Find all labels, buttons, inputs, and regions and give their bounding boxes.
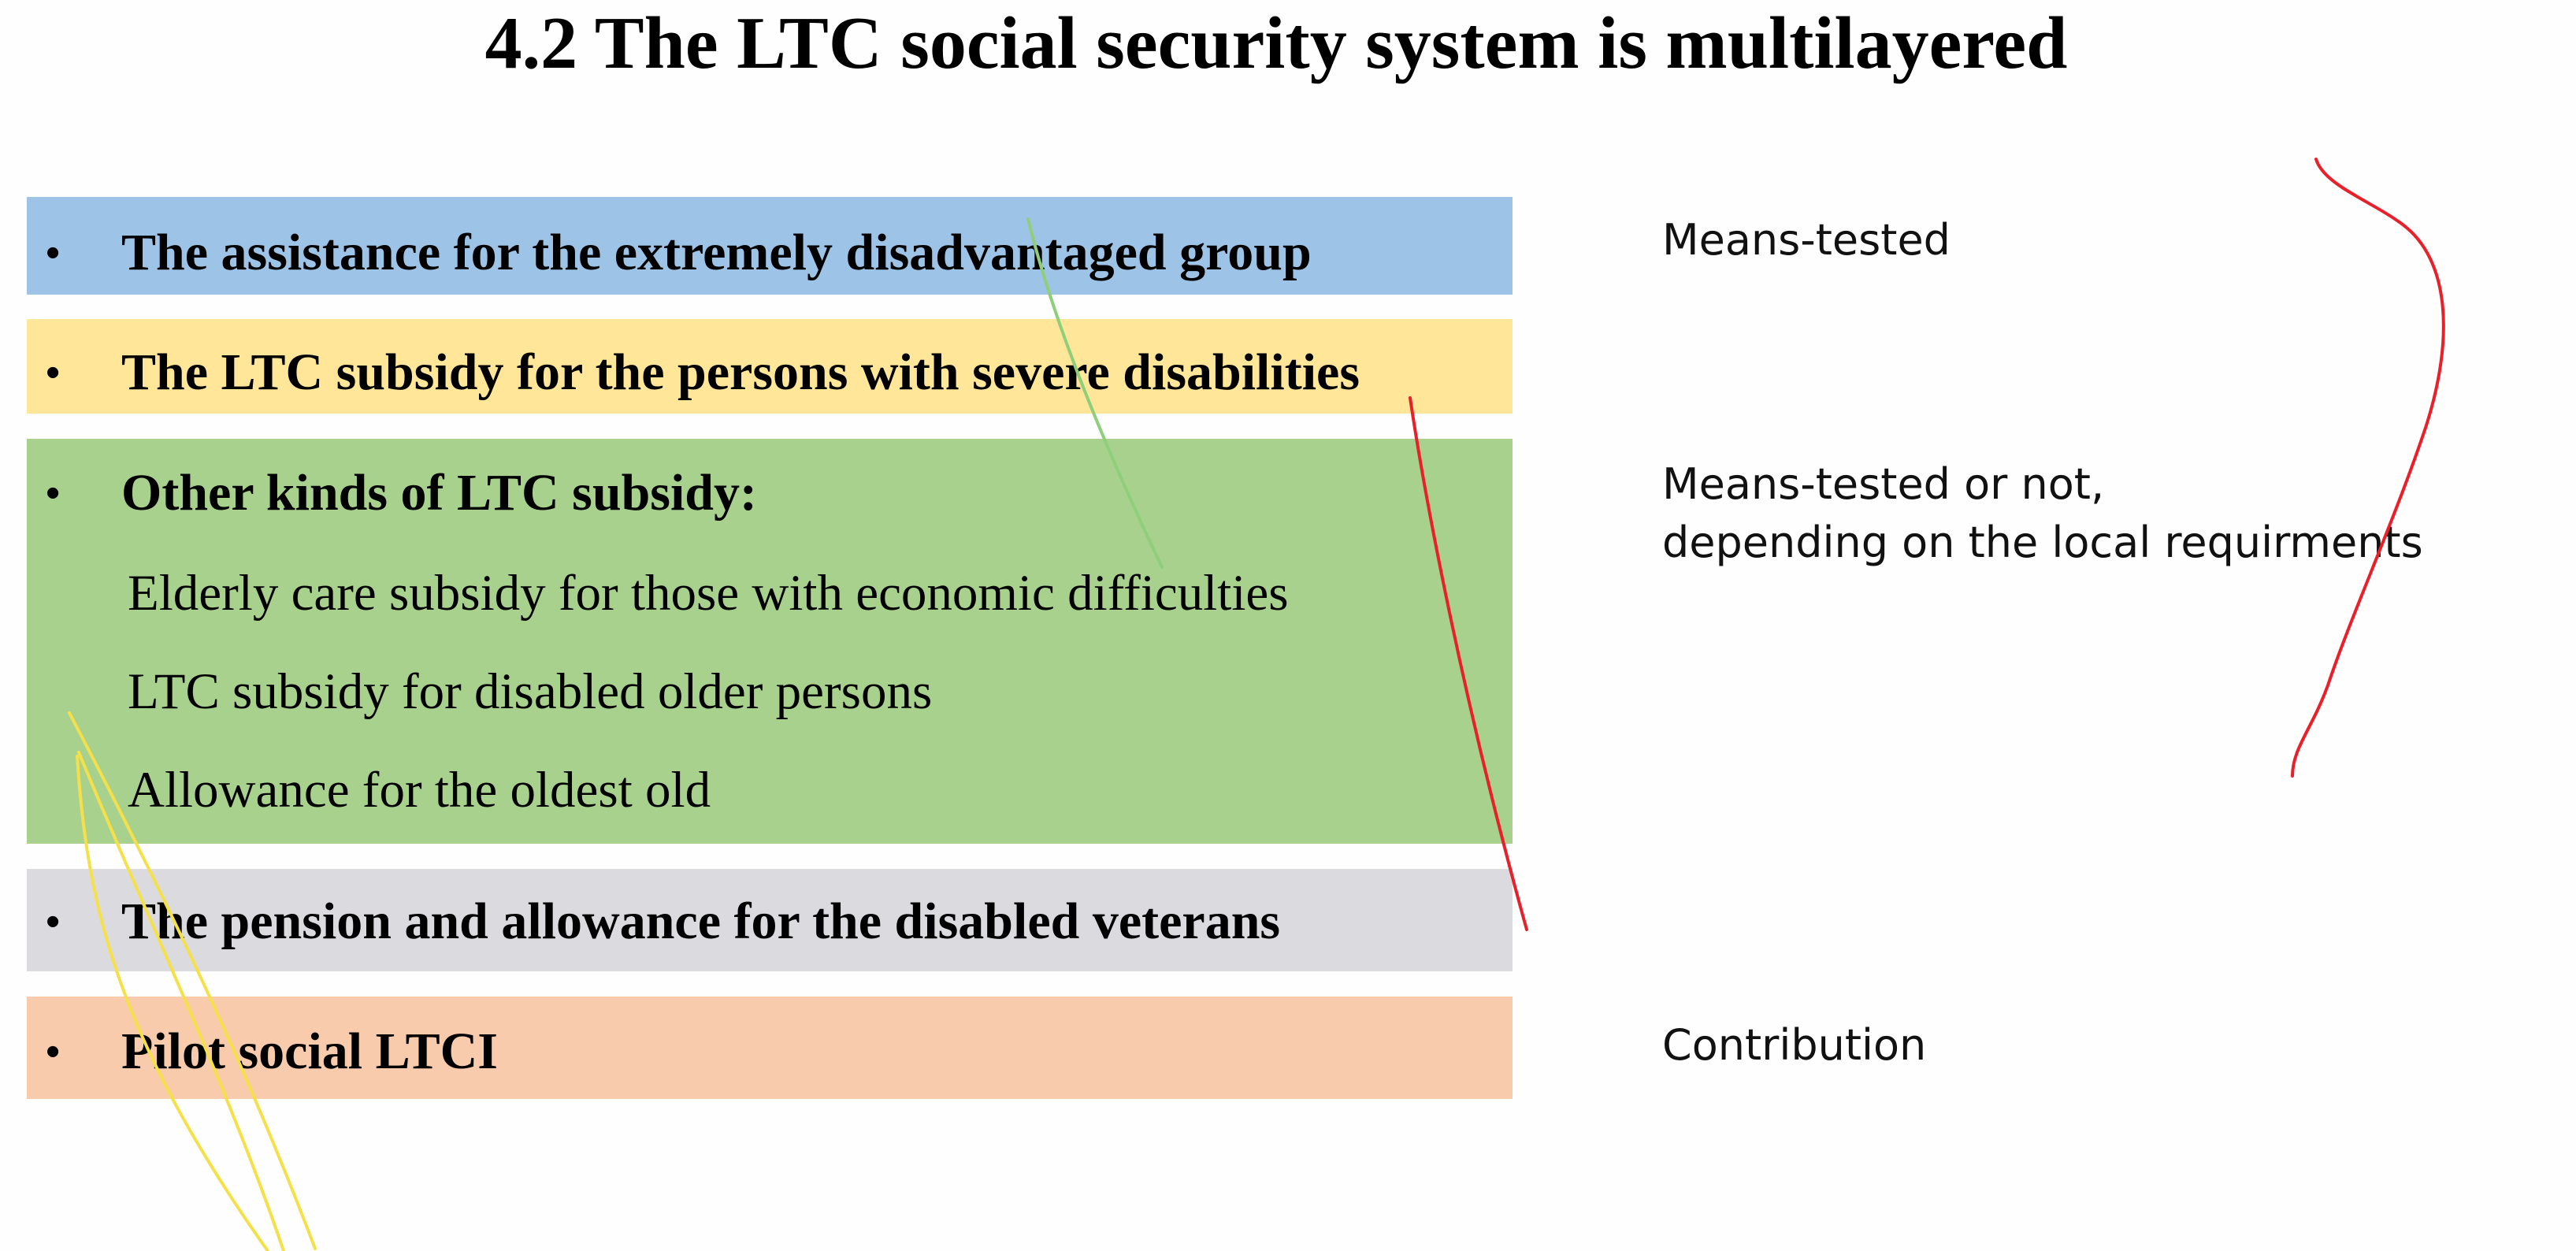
red-brace-annotation	[2291, 158, 2445, 778]
layer-band-assistance	[27, 197, 1513, 295]
bullet-icon: •	[46, 470, 61, 516]
layer-label: The assistance for the extremely disadva…	[121, 224, 1312, 281]
sub-item-oldest-old-allowance: Allowance for the oldest old	[128, 762, 711, 819]
bullet-icon: •	[46, 230, 61, 276]
slide-title: 4.2 The LTC social security system is mu…	[484, 2, 2068, 84]
layer-band-severe-disability	[27, 319, 1513, 414]
bullet-icon: •	[46, 1029, 61, 1075]
bullet-icon: •	[46, 899, 61, 945]
sub-item-elderly-care-subsidy: Elderly care subsidy for those with econ…	[128, 565, 1289, 622]
sub-item-disabled-older-subsidy: LTC subsidy for disabled older persons	[128, 663, 933, 720]
note-means-tested: Means-tested	[1662, 215, 1951, 265]
note-means-tested-or-not-line2: depending on the local requirments	[1662, 518, 2423, 567]
layer-label: The LTC subsidy for the persons with sev…	[121, 343, 1360, 401]
note-contribution: Contribution	[1662, 1020, 1927, 1070]
layer-label: Other kinds of LTC subsidy:	[121, 464, 757, 522]
note-means-tested-or-not-line1: Means-tested or not,	[1662, 459, 2105, 509]
layer-label: Pilot social LTCI	[121, 1023, 498, 1080]
layer-label: The pension and allowance for the disabl…	[121, 893, 1281, 950]
bullet-icon: •	[46, 350, 61, 395]
